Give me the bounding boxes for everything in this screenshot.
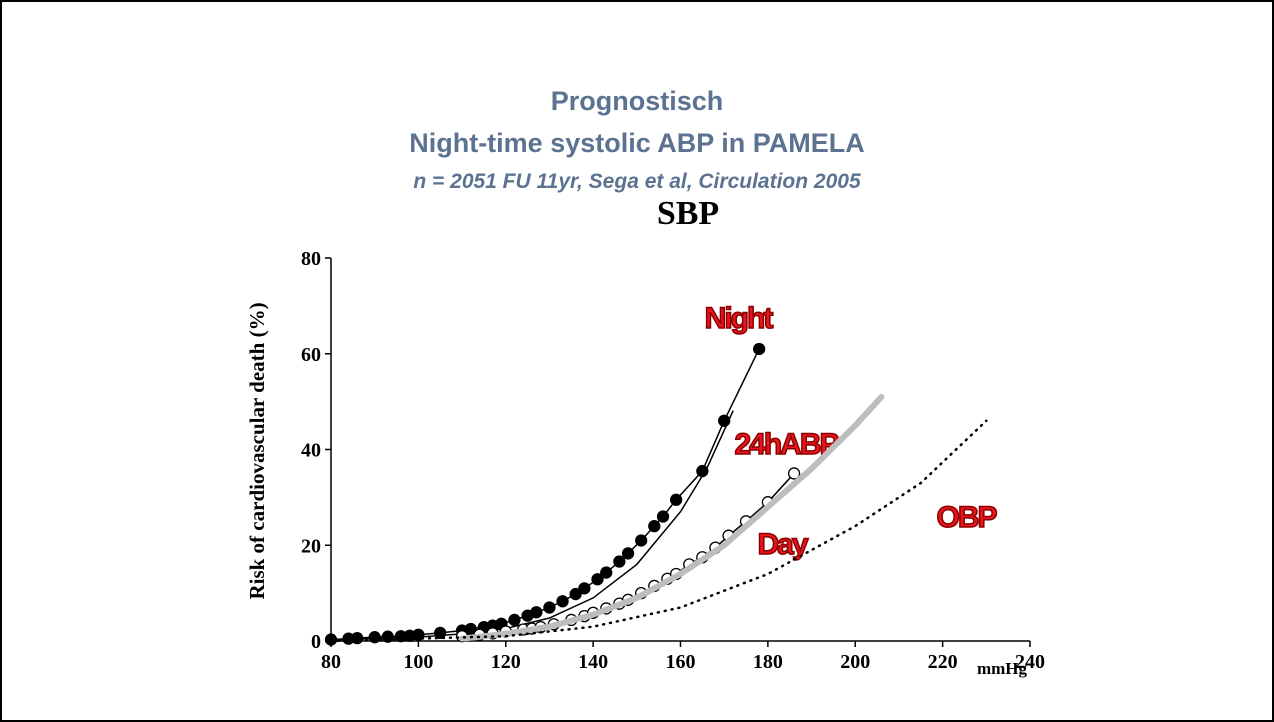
data-point: [635, 534, 648, 547]
data-point: [556, 595, 569, 608]
series-label: Night: [705, 302, 774, 335]
data-point: [351, 631, 364, 645]
data-point: [656, 510, 670, 523]
chart-title: SBP: [657, 195, 719, 232]
data-point: [530, 606, 543, 619]
data-point: [621, 547, 635, 560]
y-tick-label: 40: [301, 440, 321, 462]
y-tick-label: 60: [301, 344, 321, 366]
data-point: [787, 467, 801, 480]
x-tick-label: 120: [491, 651, 521, 673]
slide-subtitle: n = 2051 FU 11yr, Sega et al, Circulatio…: [413, 170, 861, 193]
data-point: [600, 566, 613, 579]
data-point: [613, 555, 626, 568]
slide-heading: Night-time systolic ABP in PAMELA: [409, 128, 865, 158]
x-tick-label: 180: [753, 651, 783, 673]
data-point: [508, 613, 521, 627]
series-label: OBP: [936, 501, 996, 534]
x-tick-label: 160: [666, 651, 696, 673]
y-tick-label: 20: [301, 535, 321, 557]
series-label: Day: [757, 528, 808, 561]
x-axis-label: mmHg: [977, 659, 1028, 678]
data-point: [752, 342, 766, 356]
y-axis-label: Risk of cardiovascular death (%): [245, 302, 269, 599]
x-tick-label: 80: [321, 651, 341, 673]
x-tick-label: 240: [1015, 651, 1045, 673]
data-point: [569, 587, 582, 601]
data-point: [543, 601, 556, 614]
data-point: [648, 519, 661, 533]
series-line: [330, 410, 734, 641]
y-tick-label: 80: [301, 248, 321, 270]
data-point: [381, 630, 394, 643]
x-tick-label: 200: [840, 651, 870, 673]
x-tick-label: 220: [928, 651, 958, 673]
slide-title: Prognostisch: [550, 86, 724, 116]
series-line: [459, 393, 885, 642]
y-tick-label: 0: [311, 631, 321, 653]
data-point: [368, 631, 381, 644]
x-tick-label: 140: [578, 651, 608, 673]
data-point: [591, 573, 604, 586]
data-point: [578, 582, 591, 595]
data-point: [669, 493, 683, 506]
series-line: [330, 348, 760, 641]
x-tick-label: 100: [403, 651, 433, 673]
series-line: [329, 419, 988, 643]
